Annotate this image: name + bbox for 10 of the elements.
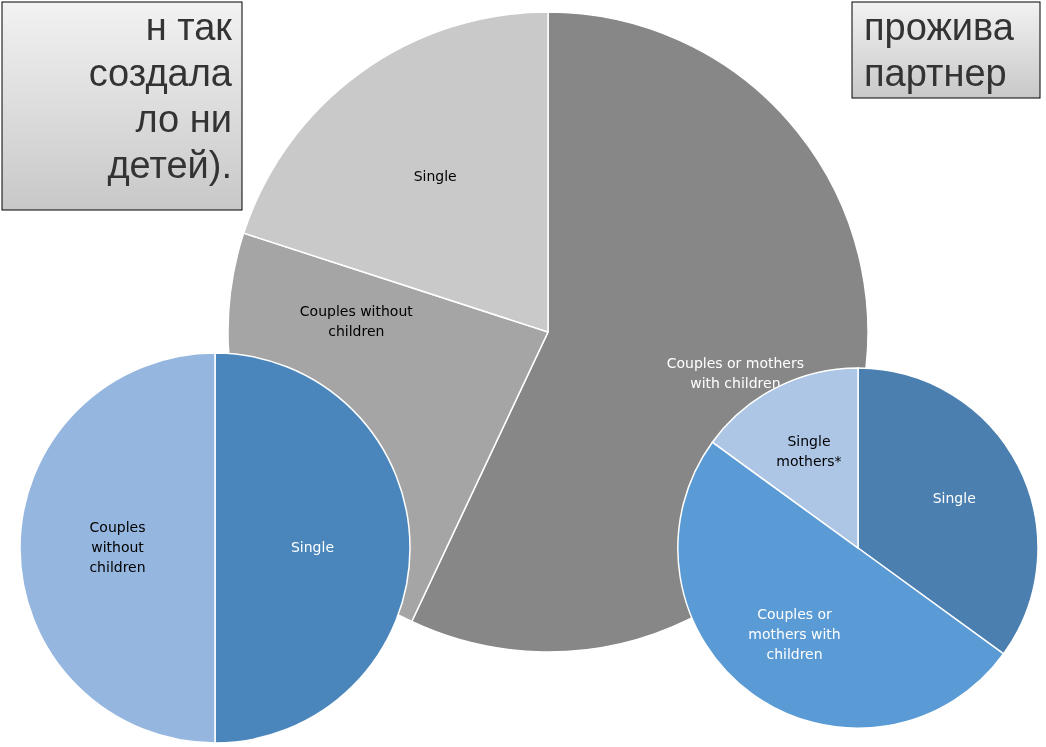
slice-label: Couples or mothers with children [748, 606, 841, 663]
slice-label: Single [932, 489, 976, 506]
slice-label: Single [290, 539, 335, 555]
slice-label: Couples without children [89, 519, 146, 575]
text: н так создала ло ни детей). [88, 6, 233, 186]
slice-label: Single [413, 167, 457, 184]
slice-label: Single mothers* [776, 432, 842, 469]
text: прожива партнер [864, 6, 1015, 94]
slice-label: Couples without children [299, 302, 414, 339]
slice-label: Couples or mothers with children [666, 354, 805, 391]
